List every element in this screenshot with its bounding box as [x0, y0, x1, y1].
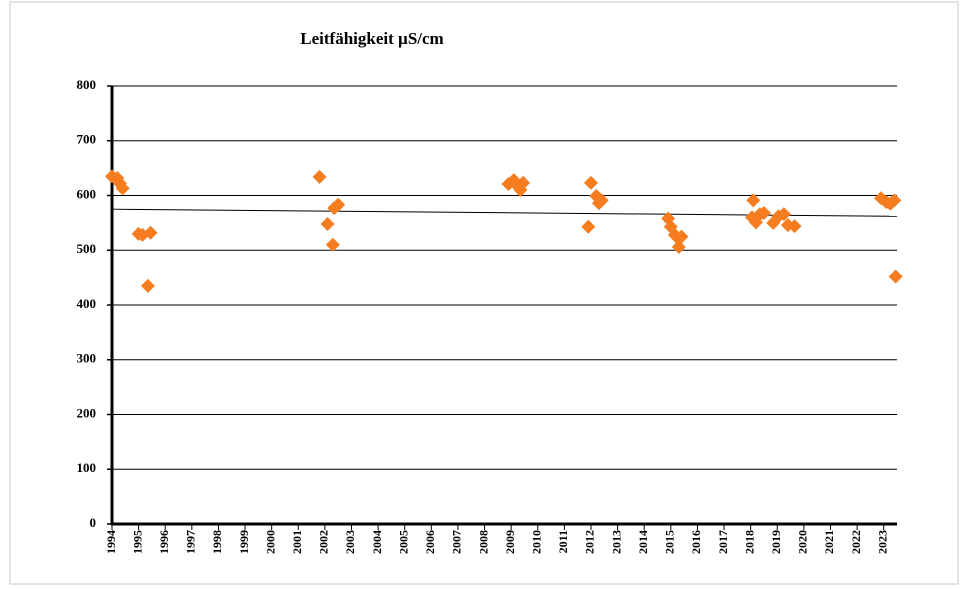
point — [331, 197, 346, 212]
point — [776, 207, 791, 222]
x-tick-label: 2018 — [742, 530, 756, 554]
x-tick-label: 2010 — [530, 530, 544, 554]
x-tick-label: 2020 — [796, 530, 810, 554]
x-tick-label: 1995 — [130, 530, 144, 554]
x-tick-label: 2007 — [450, 530, 464, 554]
y-tick-label: 500 — [77, 241, 97, 256]
point — [594, 193, 609, 208]
point — [516, 175, 531, 190]
point — [581, 219, 596, 234]
x-tick-label: 2015 — [663, 530, 677, 554]
point — [887, 193, 902, 208]
x-tick-label: 2012 — [583, 530, 597, 554]
x-tick-label: 2022 — [849, 530, 863, 554]
point — [671, 239, 686, 254]
chart-title: Leitfähigkeit µS/cm — [300, 29, 443, 48]
x-tick-label: 2005 — [396, 530, 410, 554]
y-tick-label: 600 — [77, 186, 97, 201]
x-tick-label: 2023 — [875, 530, 889, 554]
x-tick-label: 2013 — [609, 530, 623, 554]
y-tick-label: 800 — [77, 77, 97, 92]
y-tick-label: 400 — [77, 296, 97, 311]
y-tick-label: 100 — [77, 460, 97, 475]
x-tick-label: 2008 — [476, 530, 490, 554]
point — [583, 175, 598, 190]
y-tick-label: 200 — [77, 405, 97, 420]
point — [746, 193, 761, 208]
y-tick-label: 0 — [90, 515, 97, 530]
point — [312, 169, 327, 184]
point — [756, 206, 771, 221]
chart-frame — [9, 1, 959, 585]
y-tick-label: 700 — [77, 132, 97, 147]
x-tick-label: 1999 — [237, 530, 251, 554]
x-tick-label: 2017 — [716, 530, 730, 554]
point — [674, 229, 689, 244]
x-tick-label: 2011 — [556, 530, 570, 553]
point — [320, 216, 335, 231]
x-tick-label: 2000 — [263, 530, 277, 554]
point — [325, 237, 340, 252]
x-tick-label: 1996 — [157, 530, 171, 554]
x-tick-label: 2019 — [769, 530, 783, 554]
x-tick-label: 2009 — [503, 530, 517, 554]
point — [787, 219, 802, 234]
point — [143, 225, 158, 240]
point — [115, 181, 130, 196]
point — [140, 278, 155, 293]
x-tick-label: 2001 — [290, 530, 304, 554]
y-tick-label: 300 — [77, 351, 97, 366]
x-tick-label: 2003 — [343, 530, 357, 554]
x-tick-label: 2016 — [689, 530, 703, 554]
x-tick-label: 2002 — [317, 530, 331, 554]
x-tick-label: 2004 — [370, 530, 384, 554]
x-tick-label: 2006 — [423, 530, 437, 554]
point — [888, 269, 903, 284]
x-tick-label: 1998 — [210, 530, 224, 554]
x-tick-label: 1997 — [184, 530, 198, 554]
x-tick-label: 2021 — [822, 530, 836, 554]
x-tick-label: 2014 — [636, 530, 650, 554]
x-tick-label: 1994 — [104, 530, 118, 554]
